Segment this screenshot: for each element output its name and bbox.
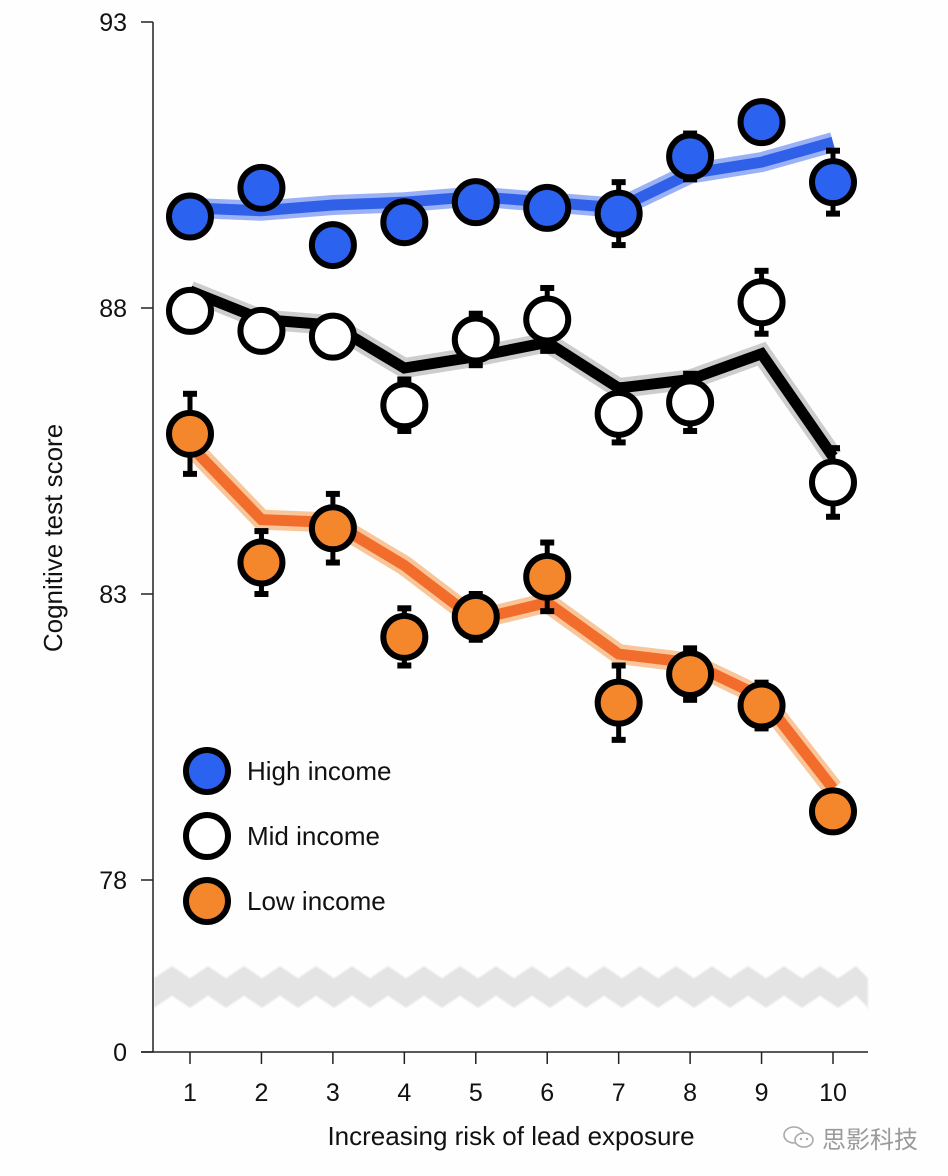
series-low-income [166,390,857,836]
data-point [166,286,214,335]
trend-band [182,438,841,795]
x-tick-label: 8 [683,1079,697,1107]
trend-band [186,281,842,463]
legend: High income Mid income Low income [183,747,392,925]
data-point [666,378,715,427]
data-point [451,315,500,364]
y-tick-label: 83 [99,581,127,609]
wechat-icon [783,1125,814,1148]
x-tick-label: 2 [254,1079,268,1107]
legend-label: Mid income [247,821,380,851]
data-point [523,183,572,232]
trend-line [187,285,838,460]
data-point [594,678,643,727]
data-point [166,409,214,458]
y-tick-label: 78 [99,867,127,895]
axis-break [153,965,869,1010]
data-point [523,552,572,601]
data-point [809,787,857,836]
data-point [809,158,857,207]
data-point [237,163,286,212]
y-tick-label: 0 [113,1039,127,1067]
legend-label: High income [247,756,392,786]
data-point [308,504,357,553]
series-mid-income [166,267,857,520]
data-point [380,381,429,430]
trend-line [186,441,838,792]
y-tick-label: 93 [99,9,127,37]
data-point [809,458,857,507]
data-point [666,132,715,181]
data-point [380,612,429,661]
legend-marker [183,877,231,925]
data-point [308,221,357,270]
data-point [451,178,500,227]
data-point [166,192,214,241]
x-tick-label: 6 [540,1079,554,1107]
x-tick-label: 9 [755,1079,769,1107]
data-point [737,681,786,730]
data-point [737,278,786,327]
axis-break-band [153,965,869,1010]
legend-marker [183,812,231,860]
data-point [237,306,286,355]
x-tick-label: 7 [612,1079,626,1107]
data-point [737,98,786,147]
legend-marker [183,747,231,795]
x-tick-label: 1 [183,1079,197,1107]
x-axis-title: Increasing risk of lead exposure [327,1121,694,1151]
data-point [666,650,715,699]
watermark: 思影科技 [782,1120,918,1155]
x-tick-label: 10 [819,1079,847,1107]
data-point [380,198,429,247]
data-point [451,592,500,641]
y-axis-title: Cognitive test score [38,424,68,652]
watermark-text: 思影科技 [822,1126,918,1154]
x-tick-label: 5 [469,1079,483,1107]
legend-label: Low income [247,886,386,916]
y-tick-label: 88 [99,295,127,323]
data-point [594,389,643,438]
data-point [594,189,643,238]
data-point [237,538,286,587]
series-group [166,98,857,836]
data-point [308,312,357,361]
x-tick-label: 3 [326,1079,340,1107]
series-high-income [166,98,857,270]
trend-line [189,136,835,217]
x-tick-label: 4 [397,1079,411,1107]
data-point [523,295,572,344]
